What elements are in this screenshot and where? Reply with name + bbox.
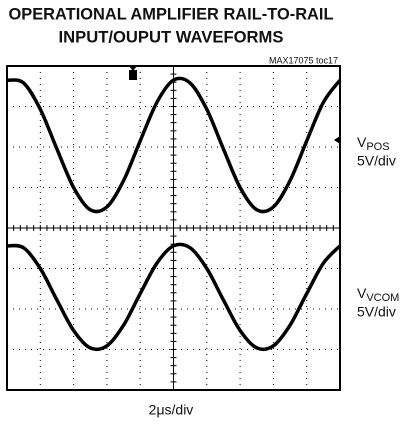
x-axis-label: 2μs/div [149, 402, 194, 418]
legend-name: V [357, 285, 367, 301]
legend-name: V [357, 134, 367, 150]
legend-scale: 5V/div [357, 304, 396, 320]
waveform [6, 76, 342, 214]
trigger-marker [129, 66, 137, 80]
legend-label: VVCOM [357, 285, 399, 304]
legend-subscript: POS [366, 141, 389, 153]
level-marker [334, 136, 340, 144]
chart-title: INPUT/OUPUT WAVEFORMS [59, 27, 284, 46]
legend-label: VPOS [357, 134, 390, 153]
note: MAX17075 toc17 [269, 55, 338, 65]
waveform [6, 242, 342, 352]
legend-subscript: VCOM [366, 292, 399, 304]
chart-title: OPERATIONAL AMPLIFIER RAIL-TO-RAIL [9, 4, 334, 23]
legend-scale: 5V/div [357, 153, 396, 169]
